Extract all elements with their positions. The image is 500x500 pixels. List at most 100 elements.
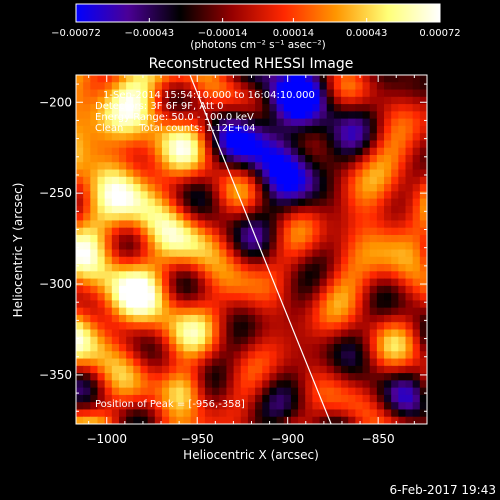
heatmap-cell <box>76 133 84 142</box>
heatmap-cell <box>333 191 342 200</box>
heatmap-cell <box>269 147 278 156</box>
heatmap-cell <box>183 351 192 360</box>
heatmap-cell <box>269 75 278 83</box>
heatmap-cell <box>90 249 99 258</box>
heatmap-cell <box>362 264 371 272</box>
heatmap-cell <box>312 147 321 156</box>
heatmap-cell <box>118 293 127 301</box>
heatmap-cell <box>183 380 192 389</box>
heatmap-cell <box>369 154 378 163</box>
heatmap-cell <box>76 89 84 98</box>
heatmap-cell <box>169 242 177 251</box>
heatmap-cell <box>269 125 278 134</box>
heatmap-cell <box>233 234 242 243</box>
heatmap-cell <box>118 213 127 222</box>
heatmap-cell <box>147 227 156 236</box>
heatmap-cell <box>312 373 321 381</box>
heatmap-cell <box>290 409 299 418</box>
heatmap-cell <box>341 314 349 323</box>
heatmap-cell <box>240 242 249 251</box>
y-tick-label: −200 <box>39 95 72 109</box>
heatmap-cell <box>362 234 371 243</box>
heatmap-cell <box>126 75 134 83</box>
heatmap-cell <box>290 234 299 243</box>
heatmap-cell <box>111 300 120 309</box>
heatmap-cell <box>176 344 185 352</box>
heatmap-cell <box>97 176 106 185</box>
heatmap-cell <box>247 307 256 316</box>
heatmap-cell <box>111 314 120 323</box>
heatmap-cell <box>233 409 242 418</box>
heatmap-cell <box>319 358 328 367</box>
heatmap-cell <box>312 104 321 112</box>
heatmap-cell <box>276 169 285 178</box>
heatmap-cell <box>233 96 242 105</box>
heatmap-cell <box>83 213 91 222</box>
heatmap-cell <box>269 344 278 352</box>
heatmap-cell <box>262 336 271 345</box>
heatmap-cell <box>262 293 271 301</box>
heatmap-cell <box>226 314 235 323</box>
heatmap-cell <box>305 358 313 367</box>
heatmap-cell <box>290 96 299 105</box>
heatmap-cell <box>283 380 292 389</box>
heatmap-cell <box>76 373 84 381</box>
heatmap-cell <box>298 271 306 280</box>
heatmap-cell <box>197 213 206 222</box>
heatmap-cell <box>362 416 371 424</box>
heatmap-cell <box>190 344 199 352</box>
heatmap-cell <box>255 344 263 352</box>
heatmap-cell <box>355 176 364 185</box>
heatmap-cell <box>90 380 99 389</box>
heatmap-cell <box>376 329 385 338</box>
heatmap-cell <box>226 402 235 411</box>
heatmap-cell <box>276 256 285 265</box>
heatmap-cell <box>283 336 292 345</box>
heatmap-cell <box>126 416 134 424</box>
heatmap-cell <box>83 169 91 178</box>
heatmap-cell <box>326 169 335 178</box>
heatmap-cell <box>391 409 399 418</box>
heatmap-cell <box>212 285 220 294</box>
heatmap-cell <box>190 154 199 163</box>
heatmap-cell <box>147 125 156 134</box>
heatmap-cell <box>333 387 342 396</box>
heatmap-cell <box>312 394 321 403</box>
heatmap-cell <box>398 82 407 91</box>
heatmap-cell <box>133 198 142 207</box>
heatmap-cell <box>147 344 156 352</box>
heatmap-cell <box>255 118 263 127</box>
heatmap-cell <box>376 271 385 280</box>
heatmap-cell <box>240 351 249 360</box>
heatmap-cell <box>154 75 163 83</box>
heatmap-cell <box>90 234 99 243</box>
heatmap-cell <box>90 96 99 105</box>
heatmap-cell <box>140 307 149 316</box>
heatmap-cell <box>391 154 399 163</box>
heatmap-cell <box>133 409 142 418</box>
heatmap-cell <box>376 242 385 251</box>
heatmap-cell <box>118 329 127 338</box>
heatmap-cell <box>255 387 263 396</box>
heatmap-cell <box>405 96 414 105</box>
heatmap-cell <box>355 358 364 367</box>
heatmap-cell <box>298 89 306 98</box>
heatmap-cell <box>305 198 313 207</box>
heatmap-cell <box>111 227 120 236</box>
heatmap-cell <box>90 365 99 374</box>
heatmap-cell <box>298 169 306 178</box>
heatmap-cell <box>147 75 156 83</box>
heatmap-cell <box>83 314 91 323</box>
y-tick-label: −300 <box>39 277 72 291</box>
heatmap-cell <box>269 380 278 389</box>
heatmap-cell <box>197 322 206 331</box>
heatmap-cell <box>111 125 120 134</box>
heatmap-cell <box>276 373 285 381</box>
heatmap-cell <box>369 104 378 112</box>
heatmap-cell <box>233 154 242 163</box>
heatmap-cell <box>219 104 228 112</box>
heatmap-cell <box>247 329 256 338</box>
heatmap-cell <box>333 75 342 83</box>
heatmap-cell <box>183 213 192 222</box>
heatmap-cell <box>276 176 285 185</box>
